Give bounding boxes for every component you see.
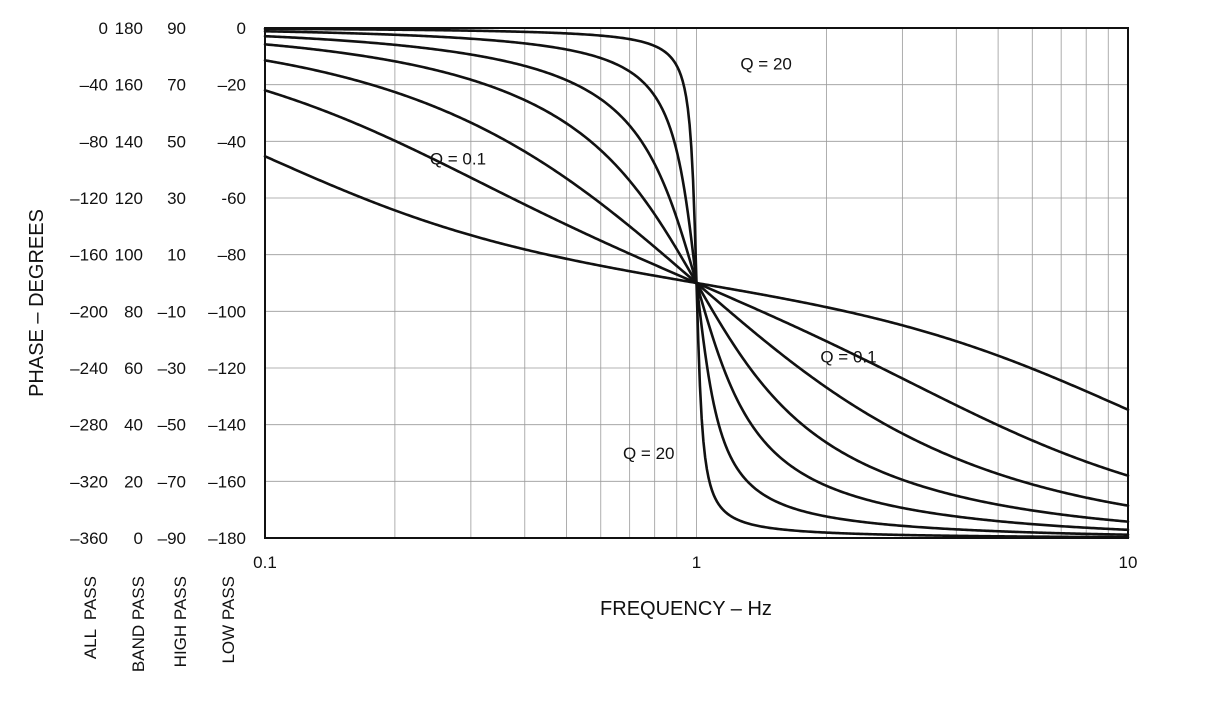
phase-curves <box>263 27 1130 539</box>
y-tick-label: –50 <box>158 416 186 435</box>
y-tick-label: –20 <box>218 76 246 95</box>
x-tick-labels: 0.1 1 10 <box>253 553 1137 572</box>
plot-frame <box>264 27 1129 539</box>
y-tick-label: –200 <box>70 302 108 321</box>
phase-curve-q-20 <box>263 27 1130 539</box>
y-tick-label: 0 <box>99 19 108 38</box>
y-tick-label: –100 <box>208 302 246 321</box>
y-scale-names: ALL PASS BAND PASS HIGH PASS LOW PASS <box>81 576 238 672</box>
y-tick-label: 30 <box>167 189 186 208</box>
y-tick-label: 0 <box>237 19 246 38</box>
curve-annotation: Q = 20 <box>623 444 675 463</box>
y-tick-label: 160 <box>115 76 143 95</box>
y-tick-label: –80 <box>218 246 246 265</box>
y-tick-label: 0 <box>134 529 143 548</box>
curve-annotation: Q = 20 <box>740 54 792 73</box>
y-scale-name: BAND PASS <box>129 576 148 672</box>
y-tick-label: –160 <box>208 472 246 491</box>
y-scale-name: HIGH PASS <box>171 576 190 667</box>
y-tick-label: 50 <box>167 132 186 151</box>
y-tick-label: 60 <box>124 359 143 378</box>
y-tick-label: –90 <box>158 529 186 548</box>
y-tick-label: 20 <box>124 472 143 491</box>
y-tick-label: –180 <box>208 529 246 548</box>
y-scale-name: LOW PASS <box>219 576 238 664</box>
y-tick-label: –10 <box>158 302 186 321</box>
x-tick-label: 10 <box>1119 553 1138 572</box>
curve-annotations: Q = 20 Q = 0.1 Q = 0.1 Q = 20 <box>430 54 877 463</box>
y-axis-title: PHASE – DEGREES <box>26 209 48 397</box>
y-tick-label: -60 <box>221 189 246 208</box>
y-tick-label: 140 <box>115 132 143 151</box>
y-tick-label: –120 <box>70 189 108 208</box>
x-tick-label: 1 <box>692 553 701 572</box>
y-tick-label: –80 <box>80 132 108 151</box>
y-tick-label: 10 <box>167 246 186 265</box>
curve-annotation: Q = 0.1 <box>430 149 486 168</box>
y-tick-label: 70 <box>167 76 186 95</box>
y-scale-name: ALL PASS <box>81 576 100 659</box>
y-tick-label: 90 <box>167 19 186 38</box>
y-tick-labels: 0–40–80–120–160–200–240–280–320–36018016… <box>70 19 246 548</box>
y-tick-label: –120 <box>208 359 246 378</box>
y-tick-label: 40 <box>124 416 143 435</box>
y-tick-label: –70 <box>158 472 186 491</box>
y-tick-label: –140 <box>208 416 246 435</box>
y-tick-label: 80 <box>124 302 143 321</box>
y-tick-label: –240 <box>70 359 108 378</box>
y-tick-label: –160 <box>70 246 108 265</box>
y-tick-label: 120 <box>115 189 143 208</box>
y-tick-label: –360 <box>70 529 108 548</box>
grid-lines <box>265 28 1128 538</box>
y-tick-label: –280 <box>70 416 108 435</box>
x-tick-label: 0.1 <box>253 553 277 572</box>
x-axis-title: FREQUENCY – Hz <box>600 598 772 620</box>
curve-annotation: Q = 0.1 <box>820 348 876 367</box>
y-tick-label: 180 <box>115 19 143 38</box>
y-tick-label: –40 <box>80 76 108 95</box>
y-tick-label: 100 <box>115 246 143 265</box>
y-tick-label: –320 <box>70 472 108 491</box>
y-tick-label: –40 <box>218 132 246 151</box>
y-tick-label: –30 <box>158 359 186 378</box>
